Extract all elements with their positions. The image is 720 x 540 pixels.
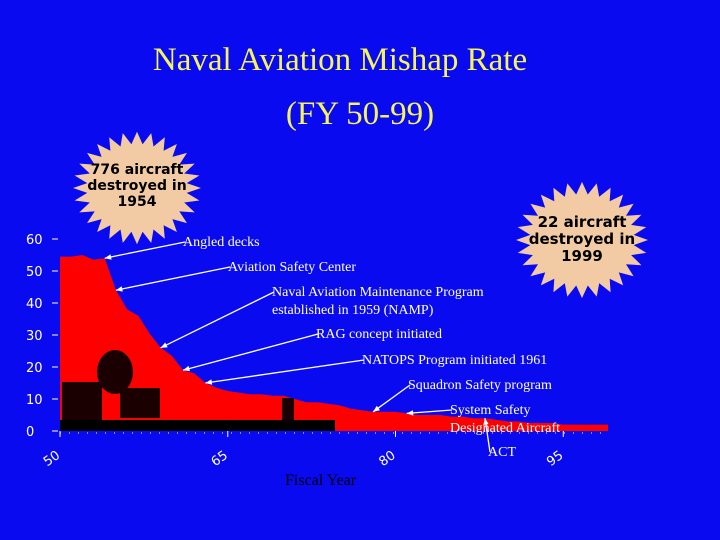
annotation-label: Squadron Safety program (408, 378, 552, 393)
annotation-arrowhead (483, 418, 489, 425)
y-tick-label: 30 (26, 329, 43, 344)
y-tick-label: 0 (26, 425, 34, 440)
burst-label: 22 aircraft (538, 213, 627, 231)
annotation-arrow (104, 241, 186, 259)
burst-label: 776 aircraft (91, 162, 184, 178)
burst-label: destroyed in (529, 230, 635, 248)
annotations: Angled decks Aviation Safety Center Naval … (104, 235, 560, 460)
chart-title: Naval Aviation Mishap Rate (152, 42, 528, 78)
annotation-arrow (372, 384, 411, 413)
annotation-arrow (406, 409, 453, 415)
annotation-label: Naval Aviation Maintenance Program (272, 285, 484, 300)
annotation-label: Angled decks (183, 235, 260, 250)
aircraft-carrier-silhouette (60, 350, 335, 431)
burst-label: 1954 (118, 194, 157, 210)
annotation-label: established in 1959 (NAMP) (272, 303, 434, 318)
starburst-shape (73, 131, 201, 245)
y-axis: 0 10 20 30 40 50 60 (26, 233, 58, 440)
annotation-arrowhead (183, 365, 190, 372)
annotation-arrow (160, 291, 275, 349)
x-tick-label: 65 (209, 448, 231, 470)
annotation-arrow (115, 266, 231, 291)
annotation-arrowhead (205, 379, 213, 385)
annotation-label: NATOPS Program initiated 1961 (362, 353, 547, 368)
x-axis-label: Fiscal Year (285, 472, 357, 489)
annotation-label: Aviation Safety Center (228, 260, 356, 275)
annotation-label: ACT (488, 445, 516, 460)
annotation-arrowhead (115, 286, 123, 292)
burst-label: destroyed in (87, 178, 186, 194)
annotation-label: Designated Aircraft (450, 421, 560, 436)
annotation-arrow (182, 333, 319, 371)
y-tick-label: 60 (26, 233, 43, 248)
y-tick-label: 50 (26, 265, 43, 280)
annotation-label: System Safety (450, 403, 531, 418)
annotation-label: RAG concept initiated (316, 327, 442, 342)
y-tick-label: 20 (26, 361, 43, 376)
annotation-arrowhead (104, 254, 112, 260)
x-tick-label: 80 (376, 448, 398, 470)
x-tick-label: 50 (41, 448, 63, 470)
annotation-arrowhead (373, 405, 380, 412)
chart-subtitle: (FY 50-99) (285, 96, 435, 132)
annotation-arrow (205, 359, 365, 384)
y-tick-label: 10 (26, 393, 43, 408)
mishap-rate-area (60, 255, 608, 431)
annotation-arrowhead (160, 342, 168, 348)
burst-label: 1999 (561, 247, 603, 265)
y-tick-label: 40 (26, 297, 43, 312)
starburst-shape (516, 181, 648, 299)
x-axis: 50 65 80 95 (41, 431, 608, 470)
x-tick-label: 95 (544, 448, 566, 470)
annotation-arrowhead (406, 410, 414, 416)
